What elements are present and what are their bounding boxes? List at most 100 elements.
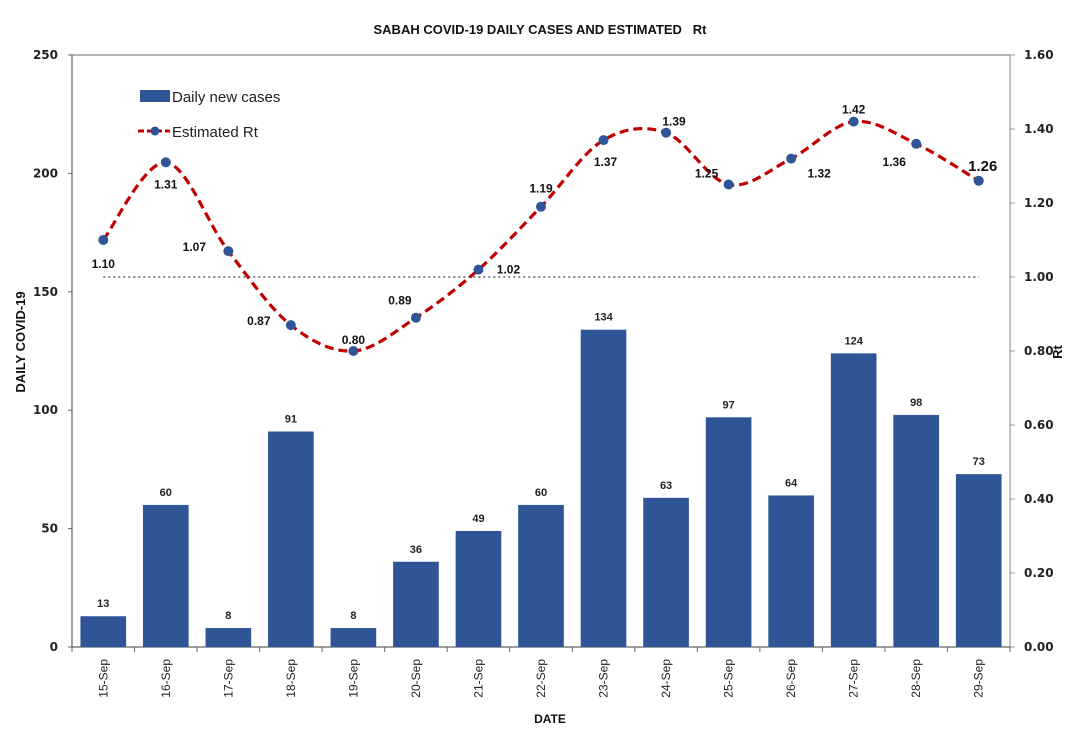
x-tick-label: 21-Sep <box>471 659 485 698</box>
y2-tick-label: 0.20 <box>1024 566 1054 580</box>
bar-value-label: 124 <box>844 335 863 347</box>
x-tick-label: 23-Sep <box>597 659 611 698</box>
y-tick-label: 250 <box>33 48 58 62</box>
y-tick-label: 100 <box>33 403 58 417</box>
rt-value-label: 1.32 <box>807 167 831 181</box>
bar-24-Sep <box>643 497 689 647</box>
bar-22-Sep <box>518 504 564 647</box>
y-axis-label: DAILY COVID-19 <box>13 291 28 392</box>
rt-value-label: 1.37 <box>594 155 618 169</box>
rt-value-label: 1.31 <box>154 177 178 191</box>
bars-layer <box>80 329 1002 647</box>
rt-value-label: 1.39 <box>662 115 686 129</box>
rt-markers-layer <box>98 116 984 356</box>
rt-value-label: 0.80 <box>342 333 366 347</box>
rt-marker-15-Sep <box>98 235 109 245</box>
bar-26-Sep <box>768 495 814 647</box>
rt-line-layer <box>101 119 980 353</box>
x-tick-label: 15-Sep <box>96 659 110 698</box>
bar-value-label: 8 <box>225 610 231 622</box>
y-tick-label: 150 <box>33 285 58 299</box>
x-tick-label: 28-Sep <box>909 659 923 698</box>
bar-19-Sep <box>330 628 377 647</box>
rt-marker-22-Sep <box>536 201 546 212</box>
rt-marker-20-Sep <box>410 312 421 323</box>
y2-tick-label: 0.00 <box>1024 640 1054 654</box>
rt-marker-25-Sep <box>723 179 734 190</box>
x-tick-label: 16-Sep <box>159 659 173 698</box>
y-axis-left: 0 50 100 150 200 250 <box>33 48 72 654</box>
bar-value-label: 91 <box>285 414 297 426</box>
rt-marker-23-Sep <box>598 135 609 146</box>
rt-value-label: 0.87 <box>247 314 271 328</box>
legend-label-line: Estimated Rt <box>172 124 259 141</box>
y-tick-label: 50 <box>41 522 58 536</box>
rt-marker-21-Sep <box>473 264 484 275</box>
y2-tick-label: 0.40 <box>1024 492 1054 506</box>
bar-value-label: 8 <box>350 610 356 622</box>
x-tick-label: 26-Sep <box>784 659 798 698</box>
bar-15-Sep <box>80 616 127 647</box>
x-tick-label: 24-Sep <box>659 659 673 698</box>
y2-axis-label: Rt <box>1050 344 1065 358</box>
x-tick-label: 29-Sep <box>972 659 986 698</box>
legend-swatch-bars <box>140 90 170 102</box>
rt-marker-24-Sep <box>661 127 672 138</box>
rt-value-label: 1.26 <box>968 158 997 175</box>
bar-value-label: 73 <box>973 456 985 468</box>
bar-value-label: 97 <box>722 399 734 411</box>
legend-label-bars: Daily new cases <box>172 89 280 106</box>
x-tick-label: 22-Sep <box>534 659 548 698</box>
bar-value-label: 13 <box>97 598 109 610</box>
bar-28-Sep <box>893 414 940 647</box>
rt-labels-layer: 1.10 1.31 1.07 0.87 0.80 0.89 1.02 1.19 1.37 1.39… <box>92 103 998 347</box>
bar-25-Sep <box>705 417 752 647</box>
rt-value-label: 1.36 <box>883 155 907 169</box>
rt-marker-17-Sep <box>223 246 234 257</box>
bar-17-Sep <box>205 628 252 647</box>
bar-value-label: 98 <box>910 397 922 409</box>
x-tick-label: 20-Sep <box>409 659 423 698</box>
rt-marker-26-Sep <box>786 153 797 164</box>
chart-title: SABAH COVID-19 DAILY CASES AND ESTIMATED… <box>374 22 708 37</box>
legend-swatch-marker <box>150 126 160 136</box>
rt-value-label: 1.07 <box>183 240 207 254</box>
rt-line <box>101 119 980 353</box>
rt-marker-28-Sep <box>911 138 922 149</box>
bar-value-label: 49 <box>472 513 484 525</box>
rt-marker-18-Sep <box>285 320 296 331</box>
bar-23-Sep <box>580 329 627 647</box>
rt-marker-16-Sep <box>160 157 171 168</box>
x-tick-label: 17-Sep <box>221 659 235 698</box>
y-tick-label: 200 <box>33 166 58 180</box>
y2-tick-label: 0.80 <box>1024 344 1054 358</box>
y2-tick-label: 1.40 <box>1024 122 1054 136</box>
y2-tick-label: 0.60 <box>1024 418 1054 432</box>
rt-value-label: 0.89 <box>388 294 412 308</box>
bar-value-label: 63 <box>660 480 672 492</box>
y2-tick-label: 1.00 <box>1024 270 1054 284</box>
y-axis-right: 0.00 0.20 0.40 0.60 0.80 1.00 1.20 1.40 1.60 <box>1010 48 1054 654</box>
x-tick-label: 25-Sep <box>722 659 736 698</box>
x-axis: 15-Sep 16-Sep 17-Sep 18-Sep 19-Sep 20-Sep 21-S… <box>71 647 1011 698</box>
rt-value-label: 1.10 <box>92 257 116 271</box>
rt-marker-29-Sep <box>973 175 984 186</box>
bar-16-Sep <box>142 504 189 647</box>
y2-tick-label: 1.60 <box>1024 48 1054 62</box>
y-tick-label: 0 <box>50 640 58 654</box>
bar-27-Sep <box>830 353 877 647</box>
rt-value-label: 1.02 <box>497 263 521 277</box>
bar-value-label: 60 <box>160 487 172 499</box>
rt-marker-19-Sep <box>348 346 359 356</box>
bar-value-label: 64 <box>785 477 798 489</box>
rt-value-label: 1.25 <box>695 167 719 181</box>
bar-29-Sep <box>955 474 1002 647</box>
x-tick-label: 19-Sep <box>346 659 360 698</box>
bar-18-Sep <box>268 431 314 647</box>
rt-marker-27-Sep <box>848 116 859 127</box>
y2-tick-label: 1.20 <box>1024 196 1054 210</box>
bar-20-Sep <box>393 561 439 647</box>
legend: Daily new cases Estimated Rt <box>138 89 280 141</box>
x-axis-label: DATE <box>534 712 566 726</box>
